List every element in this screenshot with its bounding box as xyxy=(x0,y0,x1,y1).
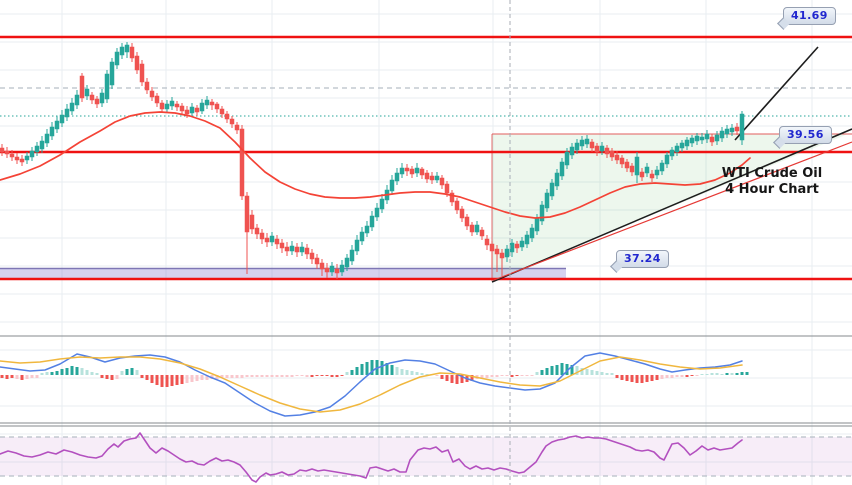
price-level-lines xyxy=(0,35,852,281)
oscillator-band xyxy=(0,436,852,477)
support-zone xyxy=(0,267,566,279)
annotation-line-2: 4 Hour Chart xyxy=(725,182,819,197)
price-tag-41-69[interactable]: 41.69 xyxy=(777,7,836,30)
price-tag-value: 41.69 xyxy=(791,9,828,22)
price-tag-37-24[interactable]: 37.24 xyxy=(610,250,669,273)
trendlines xyxy=(491,46,852,283)
oscillator-line xyxy=(0,432,743,483)
pane-separators xyxy=(0,335,852,427)
candlestick-series xyxy=(0,42,745,279)
macd-signal-line xyxy=(0,356,743,413)
macd-histogram xyxy=(0,360,749,387)
annotation-line-1: WTI Crude Oil xyxy=(721,166,823,181)
price-tag-39-56[interactable]: 39.56 xyxy=(773,126,832,149)
price-tag-value: 39.56 xyxy=(787,128,824,141)
price-tag-value: 37.24 xyxy=(624,252,661,265)
moving-average-line xyxy=(0,111,751,219)
chart-annotation: WTI Crude Oil 4 Hour Chart xyxy=(698,166,846,198)
